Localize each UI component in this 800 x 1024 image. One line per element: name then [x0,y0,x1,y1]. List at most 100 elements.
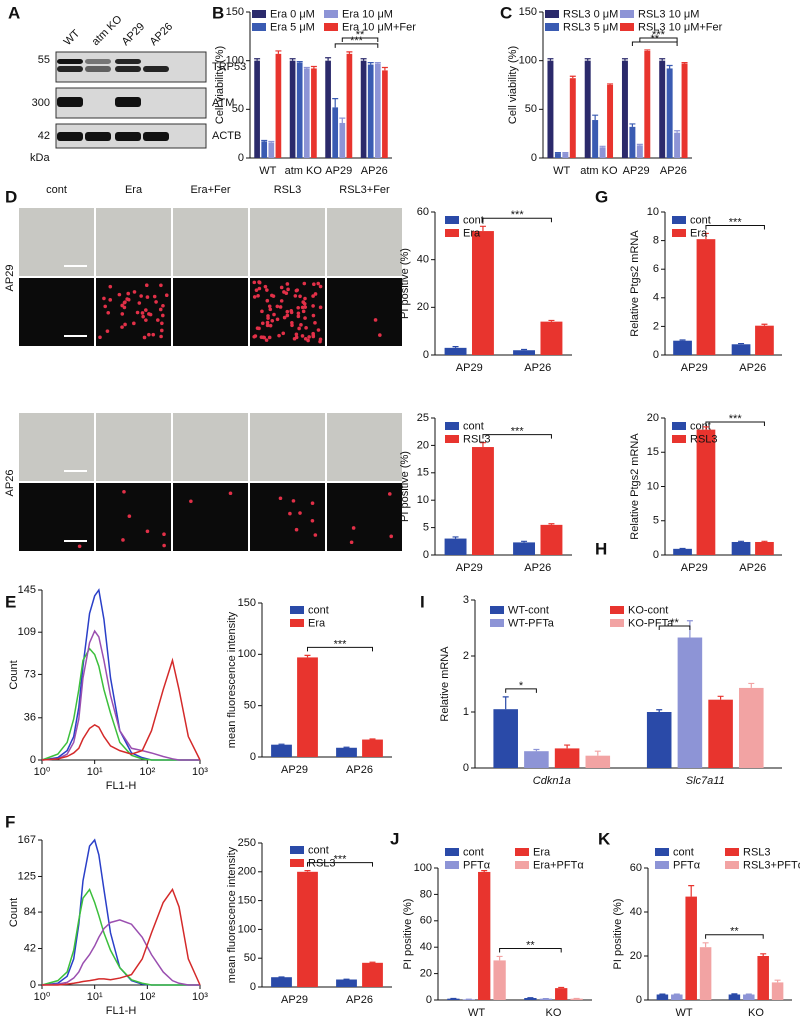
y-tick-label: 6 [653,263,659,275]
pi-cell [289,309,293,313]
y-tick-label: 4 [653,292,659,304]
y-tick-label: 40 [417,254,429,266]
error-bar [297,62,303,63]
pi-cell [151,333,155,337]
y-tick-label: 2 [463,650,469,662]
error-bar [305,655,311,657]
cell-line-label: AP26 [4,470,16,497]
condition-label: Era [125,184,143,196]
y-axis-label: PI positive (%) [402,899,414,970]
y-tick-label: 0 [30,979,36,991]
bar [362,963,383,987]
error-bar [558,987,564,988]
band [85,66,111,72]
pi-cell [282,290,286,294]
significance-label: ** [670,617,679,629]
error-bar [592,115,598,120]
pi-cell [264,285,268,289]
brightfield-image [250,208,325,276]
panel-letter: B [212,3,224,22]
condition-label: Era+Fer [190,184,230,196]
pi-cell [156,318,160,322]
bar [336,980,357,987]
pi-cell [265,288,269,292]
pi-cell [303,316,307,320]
y-axis-label: PI positive (%) [612,899,624,970]
error-bar [731,994,737,995]
y-tick-label: 60 [417,206,429,218]
x-tick-label: AP29 [281,994,308,1006]
pi-cell [280,286,284,290]
error-bar [667,66,673,69]
pi-cell [279,496,283,500]
error-bar [332,99,338,108]
bar [772,982,784,1000]
bar [368,65,374,158]
pi-cell [314,533,318,537]
pi-cell [120,304,124,308]
band [57,132,83,141]
bar [304,68,310,158]
pi-cell [303,302,307,306]
pi-cell [281,331,285,335]
legend-swatch [655,848,669,856]
pi-cell [141,315,145,319]
pi-cell [293,337,297,341]
protein-label: ACTB [212,130,241,142]
pi-cell [301,306,305,310]
band [57,59,83,64]
bar [290,61,296,158]
legend-swatch [620,23,634,31]
legend-label: Era [690,227,708,239]
bar [271,745,292,757]
bar [297,872,318,987]
legend-swatch [445,216,459,224]
pi-cell [286,282,290,286]
legend-label: RSL3 [308,857,336,869]
panel-letter: G [595,187,608,206]
pi-cell [260,310,264,314]
pi-cell [189,499,193,503]
significance-label: ** [730,926,739,938]
significance-label: * [519,680,524,692]
fluorescence-image [250,483,325,551]
pi-cell [299,323,303,327]
legend-swatch [490,606,504,614]
legend-label: Era [533,846,551,858]
y-tick-label: 73 [24,668,36,680]
legend-swatch [324,23,338,31]
error-bar [674,131,680,133]
brightfield-image [327,208,402,276]
legend-swatch [324,10,338,18]
y-tick-label: 100 [238,923,256,935]
bar [268,142,274,158]
legend-swatch [672,229,686,237]
y-tick-label: 25 [417,412,429,424]
legend-label: cont [463,420,484,432]
legend-swatch [610,619,624,627]
pi-cell [268,304,272,308]
bar [682,64,688,158]
bar [445,539,467,555]
legend-swatch [290,846,304,854]
error-bar [761,541,767,542]
pi-cell [256,294,260,298]
significance-label: *** [729,413,743,425]
pi-cell [106,311,110,315]
x-tick-label: AP26 [739,362,766,374]
pi-cell [311,519,315,523]
error-bar [305,871,311,872]
legend-label: cont [463,846,484,858]
pi-cell [297,315,301,319]
y-tick-label: 0 [250,751,256,763]
histogram-curve [42,631,200,760]
bar [708,700,733,768]
pi-cell [276,305,280,309]
y-tick-label: 0 [30,754,36,766]
fluorescence-image [96,483,171,551]
y-tick-label: 20 [630,950,642,962]
error-bar [368,63,374,65]
y-axis-label: PI positive (%) [399,248,411,319]
pi-cell [277,334,281,338]
y-tick-label: 150 [238,597,256,609]
